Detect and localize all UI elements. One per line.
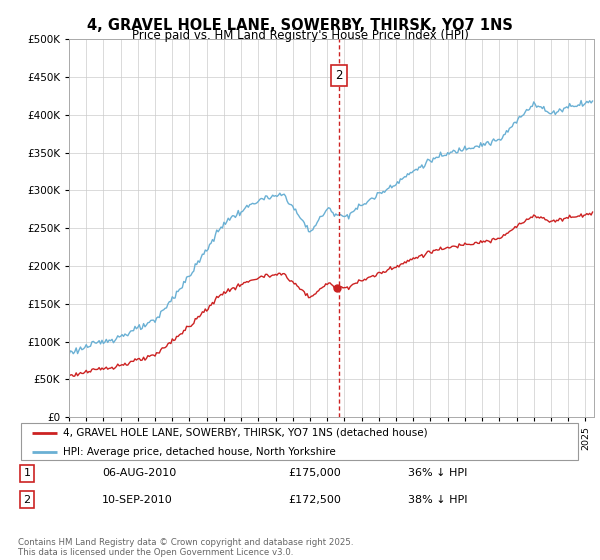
Text: HPI: Average price, detached house, North Yorkshire: HPI: Average price, detached house, Nort…	[63, 447, 336, 457]
Text: 06-AUG-2010: 06-AUG-2010	[102, 468, 176, 478]
Text: Price paid vs. HM Land Registry's House Price Index (HPI): Price paid vs. HM Land Registry's House …	[131, 29, 469, 42]
Text: 4, GRAVEL HOLE LANE, SOWERBY, THIRSK, YO7 1NS (detached house): 4, GRAVEL HOLE LANE, SOWERBY, THIRSK, YO…	[63, 428, 428, 438]
Text: 4, GRAVEL HOLE LANE, SOWERBY, THIRSK, YO7 1NS: 4, GRAVEL HOLE LANE, SOWERBY, THIRSK, YO…	[87, 18, 513, 33]
Text: Contains HM Land Registry data © Crown copyright and database right 2025.
This d: Contains HM Land Registry data © Crown c…	[18, 538, 353, 557]
Text: 38% ↓ HPI: 38% ↓ HPI	[408, 494, 467, 505]
Text: £175,000: £175,000	[288, 468, 341, 478]
Text: 10-SEP-2010: 10-SEP-2010	[102, 494, 173, 505]
Text: 2: 2	[335, 69, 343, 82]
Text: 2: 2	[23, 494, 31, 505]
FancyBboxPatch shape	[21, 423, 578, 460]
Text: 36% ↓ HPI: 36% ↓ HPI	[408, 468, 467, 478]
Text: 1: 1	[23, 468, 31, 478]
Text: £172,500: £172,500	[288, 494, 341, 505]
